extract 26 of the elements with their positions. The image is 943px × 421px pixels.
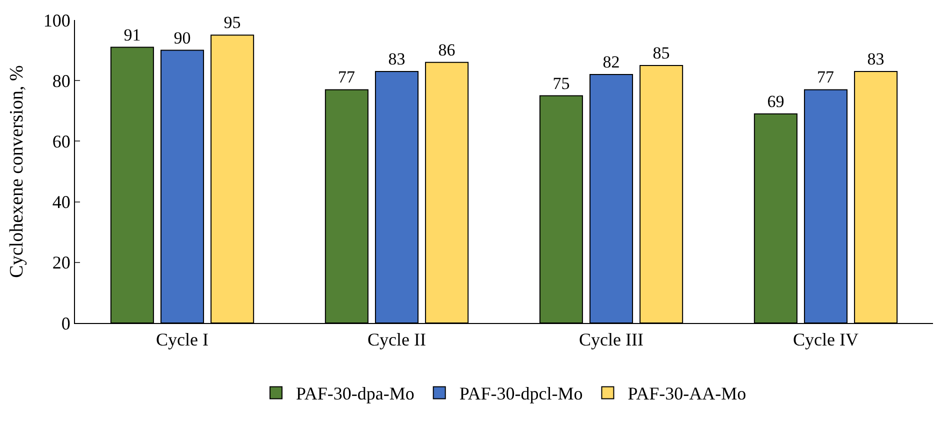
data-label: 82 (602, 52, 620, 72)
data-label: 75 (552, 74, 570, 93)
x-tick-label: Cycle IV (793, 330, 858, 350)
x-tick-label: Cycle I (156, 330, 208, 350)
x-tick-label: Cycle II (368, 330, 426, 350)
data-label: 90 (174, 28, 191, 48)
legend-label: PAF-30-AA-Mo (628, 384, 746, 404)
y-tick-label: 0 (61, 313, 70, 334)
data-label: 77 (817, 68, 834, 87)
data-label: 95 (224, 13, 241, 32)
y-tick-label: 80 (52, 70, 70, 91)
data-label: 77 (338, 68, 356, 87)
y-tick-label: 100 (43, 10, 70, 30)
x-tick-label: Cycle III (579, 330, 644, 350)
data-label: 91 (124, 25, 141, 44)
legend-label: PAF-30-dpa-Mo (296, 384, 414, 404)
legend-label: PAF-30-dpcl-Mo (459, 384, 583, 404)
y-tick-label: 40 (52, 192, 70, 212)
y-tick-label: 20 (52, 252, 70, 273)
y-axis-title: Cyclohexene conversion, % (6, 65, 28, 278)
data-label: 85 (652, 43, 670, 62)
data-label: 83 (867, 50, 884, 69)
data-label: 86 (438, 40, 456, 60)
y-tick-label: 60 (52, 132, 70, 152)
data-label: 83 (388, 50, 406, 69)
data-label: 69 (767, 92, 784, 111)
